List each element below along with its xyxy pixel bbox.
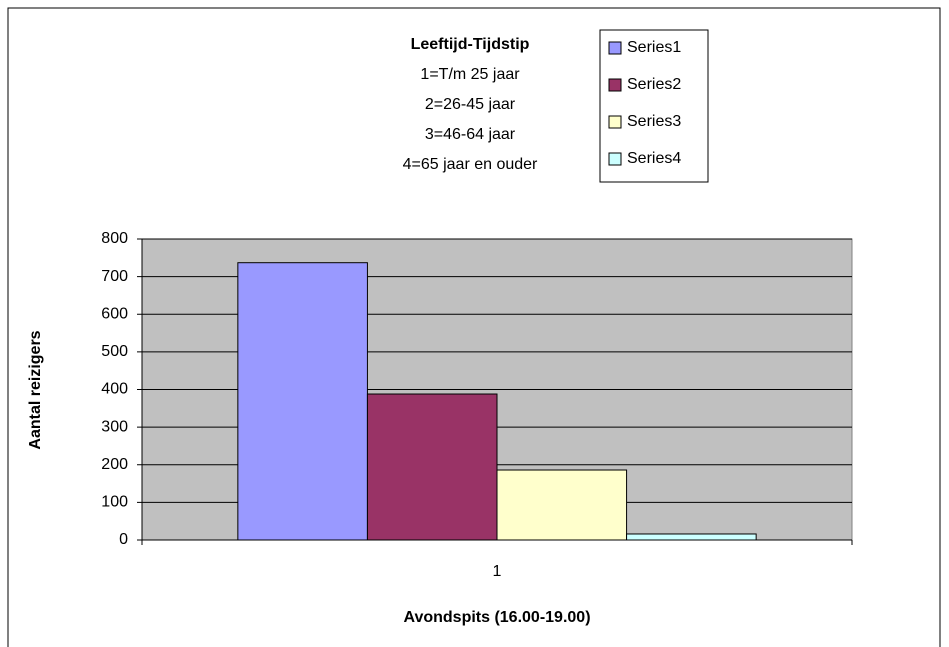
y-tick-label: 700 — [101, 268, 128, 285]
bar — [366, 393, 498, 541]
bar — [626, 533, 757, 541]
y-tick-label: 800 — [101, 230, 128, 247]
subtitle: 1=T/m 25 jaar — [420, 66, 520, 83]
legend-label: Series2 — [627, 76, 681, 93]
y-tick-label: 0 — [119, 531, 128, 548]
chart-frame — [7, 7, 941, 647]
y-tick-label: 200 — [101, 456, 128, 473]
legend-label: Series1 — [627, 39, 681, 56]
subtitle: 2=26-45 jaar — [425, 96, 516, 113]
y-tick-label: 300 — [101, 418, 128, 435]
legend-swatch — [608, 78, 622, 92]
y-tick-label: 100 — [101, 494, 128, 511]
y-tick-label: 400 — [101, 381, 128, 398]
legend-swatch — [608, 115, 622, 129]
x-tick-label: 1 — [493, 563, 502, 580]
y-tick-label: 600 — [101, 305, 128, 322]
legend-swatch — [608, 41, 622, 55]
chart-title: Leeftijd-Tijdstip — [411, 36, 530, 53]
subtitle: 3=46-64 jaar — [425, 126, 516, 143]
legend-label: Series4 — [627, 150, 681, 167]
subtitle: 4=65 jaar en ouder — [403, 156, 538, 173]
y-axis-label: Aantal reizigers — [27, 330, 44, 449]
legend-label: Series3 — [627, 113, 681, 130]
y-tick-label: 500 — [101, 343, 128, 360]
bar — [496, 469, 628, 541]
bar — [237, 262, 368, 541]
legend-swatch — [608, 152, 622, 166]
x-axis-label: Avondspits (16.00-19.00) — [403, 609, 590, 626]
